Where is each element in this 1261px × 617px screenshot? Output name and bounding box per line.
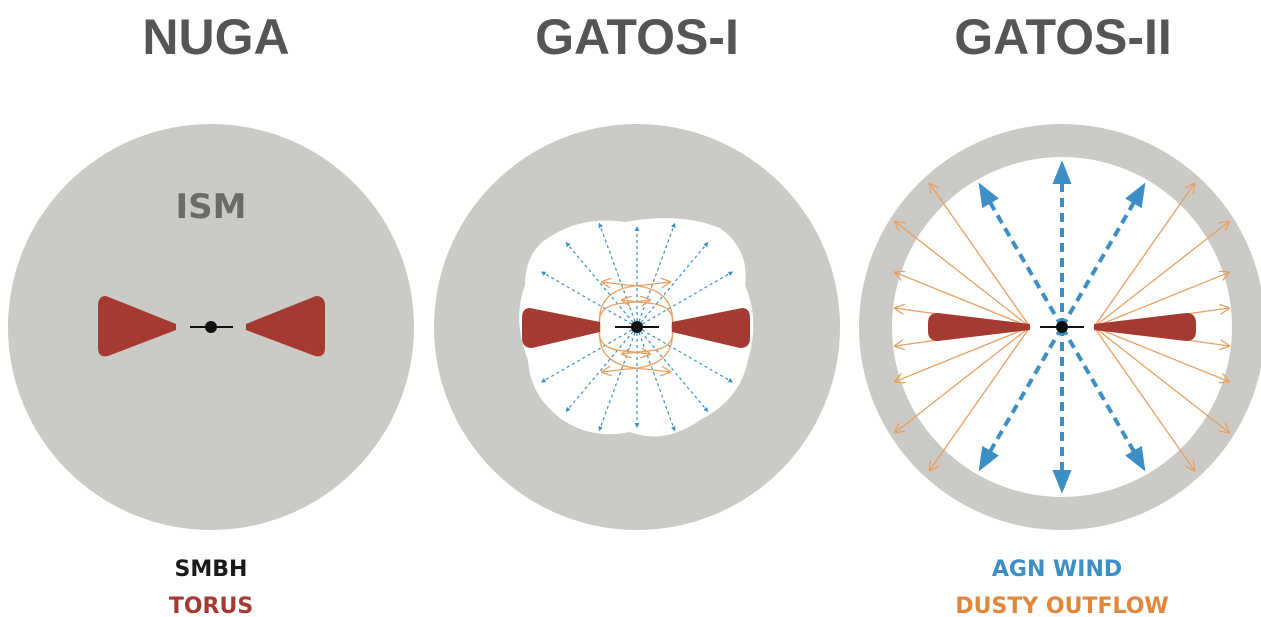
agn-wind-arrow bbox=[636, 326, 676, 432]
panel-title: GATOS-I bbox=[535, 9, 739, 65]
dusty-outflow-arrow bbox=[895, 326, 1031, 432]
panel-title: NUGA bbox=[142, 9, 289, 65]
torus bbox=[672, 308, 750, 348]
legend-dusty-outflow: DUSTY OUTFLOW bbox=[955, 594, 1168, 617]
smbh bbox=[205, 321, 217, 333]
agn-wind-arrow bbox=[598, 222, 638, 328]
dusty-outflow-arrow bbox=[1093, 272, 1229, 328]
agn-wind-arrow bbox=[540, 271, 638, 328]
dusty-outflow-arrow bbox=[1093, 326, 1229, 382]
agn-wind-arrow bbox=[1060, 325, 1146, 472]
outflows bbox=[895, 160, 1229, 494]
panel-title: GATOS-II bbox=[954, 9, 1172, 65]
dusty-outflow-arrow bbox=[930, 184, 1031, 328]
dusty-outflow-arrow bbox=[895, 222, 1031, 328]
legend-torus: TORUS bbox=[169, 594, 253, 617]
smbh bbox=[1056, 321, 1068, 333]
dusty-outflow-arrow bbox=[1093, 326, 1194, 470]
agn-wind-arrow bbox=[636, 241, 709, 328]
dusty-outflow-arrow bbox=[1093, 326, 1229, 432]
legend-agn-wind: AGN WIND bbox=[992, 557, 1122, 582]
agn-wind-arrow bbox=[636, 222, 676, 328]
dusty-outflow-arrow bbox=[930, 326, 1031, 470]
agn-wind-arrow bbox=[540, 326, 638, 383]
agn-wind-arrow bbox=[598, 326, 638, 432]
agn-wind-arrow bbox=[636, 326, 709, 413]
legend-smbh: SMBH bbox=[175, 557, 248, 582]
agn-wind-arrow bbox=[636, 271, 734, 328]
torus bbox=[1094, 313, 1196, 341]
agn-wind-arrow bbox=[1060, 182, 1146, 329]
torus bbox=[98, 296, 176, 357]
agn-wind-arrow bbox=[636, 326, 734, 383]
torus bbox=[246, 296, 325, 357]
agn-wind-arrow bbox=[978, 182, 1064, 329]
torus bbox=[928, 313, 1030, 341]
agn-wind-arrow bbox=[978, 325, 1064, 472]
dusty-outflow-arrow bbox=[895, 272, 1031, 328]
ism-label: ISM bbox=[176, 187, 247, 227]
dusty-outflow-arrow bbox=[1093, 222, 1229, 328]
dusty-outflow-arrow bbox=[895, 326, 1031, 382]
smbh bbox=[631, 321, 643, 333]
torus bbox=[522, 308, 600, 348]
dusty-outflow-arrow bbox=[1093, 184, 1194, 328]
